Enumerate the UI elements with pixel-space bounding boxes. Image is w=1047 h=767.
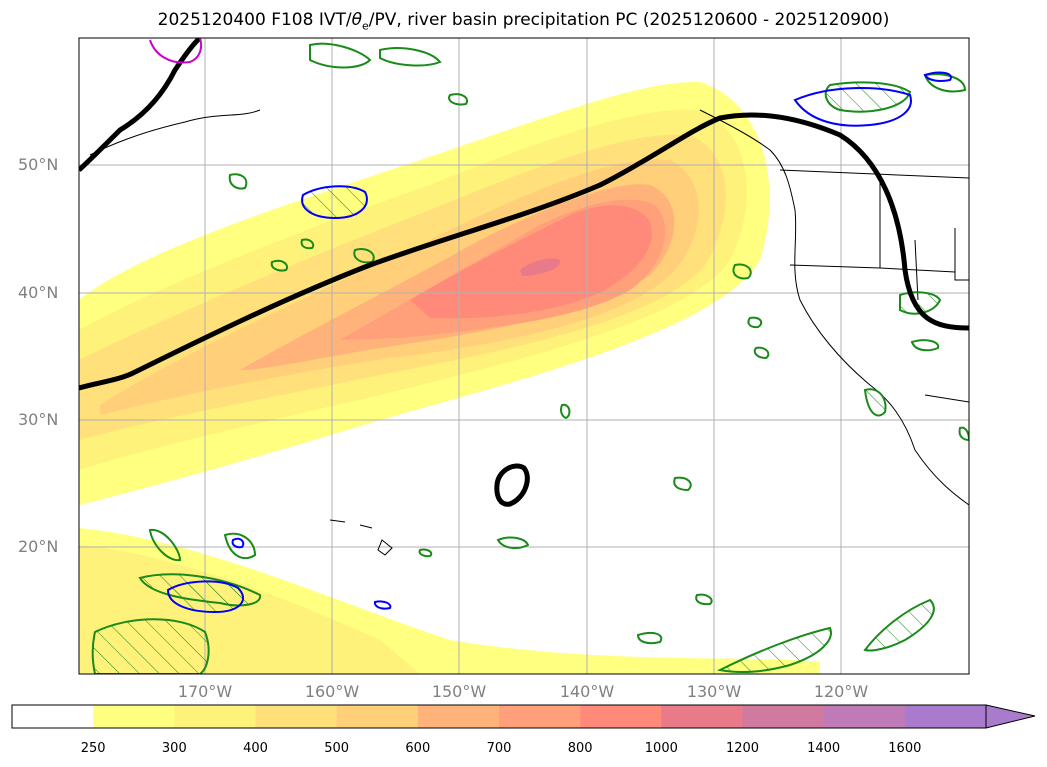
colorbar-tick-label: 250 [80, 741, 106, 756]
colorbar-tick-label: 1000 [644, 741, 678, 756]
colorbar-segment [661, 705, 743, 728]
lon-label-130w: 130°W [686, 682, 742, 701]
colorbar-segment [93, 705, 175, 728]
colorbar-tick-label: 1600 [888, 741, 922, 756]
graticule [79, 38, 969, 674]
colorbar-segment [336, 705, 419, 728]
colorbar-segment [12, 705, 94, 728]
map-frame [78, 37, 970, 675]
colorbar-extend-arrow [985, 704, 1036, 729]
colorbar-frame [11, 704, 987, 729]
colorbar-segment [499, 705, 581, 728]
plot-title: 2025120400 F108 IVT/θe/PV, river basin p… [157, 10, 890, 33]
lon-label-160w: 160°W [304, 682, 360, 701]
lon-label-170w: 170°W [177, 682, 233, 701]
colorbar-tick-label: 300 [161, 741, 187, 756]
green-contours [91, 42, 969, 674]
colorbar-tick-label: 700 [486, 741, 512, 756]
colorbar-tick-label: 1200 [725, 741, 760, 756]
magenta-contour [149, 38, 203, 64]
lat-label-40n: 40°N [18, 283, 59, 302]
colorbar-tick-label: 400 [243, 741, 268, 756]
colorbar-segment [580, 705, 662, 728]
colorbar-tick-label: 800 [567, 741, 593, 756]
colorbar [11, 704, 1036, 729]
lon-label-140w: 140°W [559, 682, 615, 701]
coastlines [89, 109, 969, 556]
colorbar-segment [823, 705, 906, 728]
lon-label-120w: 120°W [813, 682, 869, 701]
lat-label-50n: 50°N [18, 155, 59, 174]
colorbar-segment [742, 705, 825, 728]
colorbar-segment [417, 705, 500, 728]
colorbar-tick-label: 500 [324, 741, 350, 756]
lon-label-150w: 150°W [431, 682, 487, 701]
lat-label-30n: 30°N [18, 410, 59, 429]
lat-label-20n: 20°N [18, 537, 59, 556]
black-contour [79, 38, 969, 507]
colorbar-segment [174, 705, 256, 728]
colorbar-segment [255, 705, 338, 728]
colorbar-tick-label: 1400 [807, 741, 841, 756]
blue-contours [166, 71, 952, 614]
colorbar-tick-label: 600 [405, 741, 431, 756]
colorbar-segment [904, 705, 987, 728]
